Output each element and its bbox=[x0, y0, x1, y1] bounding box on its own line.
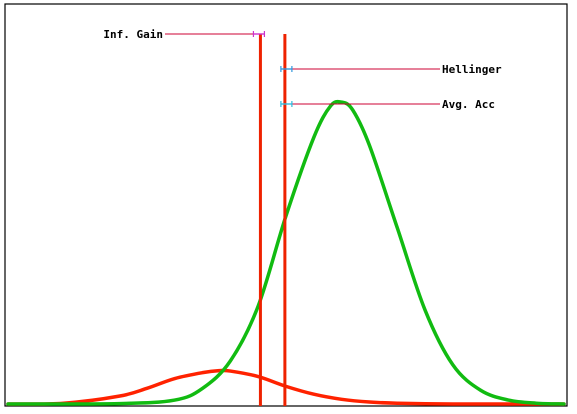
annotation-label-1: Hellinger bbox=[442, 63, 502, 76]
annotation-label-0: Inf. Gain bbox=[103, 28, 163, 41]
series-layer bbox=[6, 99, 566, 406]
annotation-layer: Inf. Gain Hellinger Avg. Acc bbox=[103, 28, 502, 111]
series-1-line bbox=[6, 99, 566, 406]
annotation-label-2: Avg. Acc bbox=[442, 98, 495, 111]
series-0-line bbox=[6, 368, 566, 406]
threshold-layer bbox=[258, 34, 287, 406]
